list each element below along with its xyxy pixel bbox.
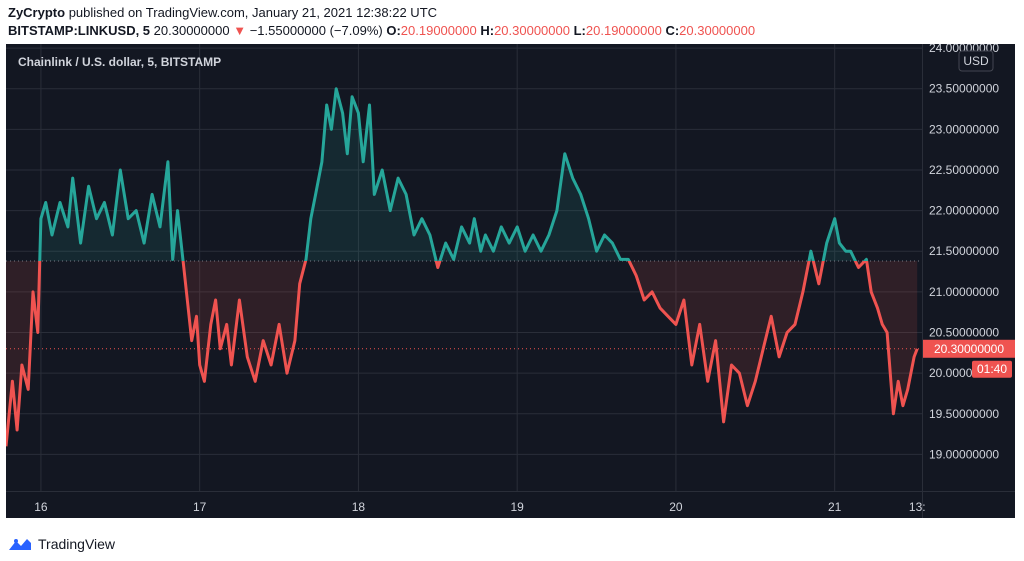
y-tick-label: 19.00000000 bbox=[929, 447, 999, 461]
area-fill-up bbox=[39, 88, 867, 261]
y-tick-label: 22.50000000 bbox=[929, 163, 999, 177]
countdown-tag-bg bbox=[972, 360, 1012, 378]
chart-panel[interactable]: 24.00000000 23.50000000 23.00000000 22.5000… bbox=[6, 44, 1015, 518]
close-label: C: bbox=[665, 23, 680, 38]
y-tick-label: 22.00000000 bbox=[929, 204, 999, 218]
open-value: 20.19000000 bbox=[400, 23, 477, 38]
price-tag: 20.30000000 bbox=[934, 342, 1004, 356]
y-tick-label: 21.00000000 bbox=[929, 285, 999, 299]
published-text: published on TradingView.com, January 21… bbox=[68, 5, 438, 20]
author-name: ZyCrypto bbox=[8, 5, 66, 20]
close-value: 20.30000000 bbox=[679, 23, 756, 38]
open-label: O: bbox=[386, 23, 401, 38]
down-arrow-icon: ▼ bbox=[233, 23, 247, 38]
price-change: −1.55000000 (−7.09%) bbox=[249, 23, 383, 38]
x-tick-label: 20 bbox=[669, 500, 683, 514]
symbol-line: BITSTAMP:LINKUSD, 5 20.30000000 ▼ −1.550… bbox=[8, 23, 755, 38]
y-tick-label: 23.50000000 bbox=[929, 82, 999, 96]
price-series-down bbox=[6, 260, 919, 447]
price-tag-bg bbox=[923, 339, 1015, 358]
currency-badge[interactable]: USD bbox=[963, 54, 989, 68]
y-tick-label: 19.50000000 bbox=[929, 407, 999, 421]
y-tick-label: 20.50000000 bbox=[929, 326, 999, 340]
low-value: 20.19000000 bbox=[585, 23, 662, 38]
chart-title: Chainlink / U.S. dollar, 5, BITSTAMP bbox=[18, 55, 221, 69]
y-tick-label: 24.00000000 bbox=[929, 44, 999, 55]
last-price: 20.30000000 bbox=[153, 23, 230, 38]
high-value: 20.30000000 bbox=[494, 23, 570, 38]
countdown-tag: 01:40 bbox=[977, 362, 1007, 376]
symbol-name: BITSTAMP:LINKUSD, 5 bbox=[8, 23, 151, 38]
area-fill-down bbox=[6, 260, 918, 447]
x-tick-label: 16 bbox=[34, 500, 48, 514]
currency-badge-bg[interactable] bbox=[958, 50, 994, 72]
x-tick-label: 21 bbox=[828, 500, 842, 514]
high-label: H: bbox=[480, 23, 495, 38]
price-chart[interactable]: 24.00000000 23.50000000 23.00000000 22.5000… bbox=[6, 44, 1015, 518]
footer: TradingView bbox=[8, 534, 115, 554]
x-tick-label: 19 bbox=[511, 500, 525, 514]
low-label: L: bbox=[573, 23, 586, 38]
y-tick-label: 21.50000000 bbox=[929, 244, 999, 258]
x-tick-label: 13: bbox=[909, 500, 926, 514]
published-line: ZyCrypto published on TradingView.com, J… bbox=[8, 5, 437, 20]
x-tick-label: 17 bbox=[193, 500, 207, 514]
footer-brand[interactable]: TradingView bbox=[38, 536, 116, 552]
x-tick-label: 18 bbox=[352, 500, 366, 514]
tradingview-logo-icon bbox=[9, 539, 31, 550]
y-tick-label: 23.00000000 bbox=[929, 122, 999, 136]
price-series-up bbox=[38, 87, 869, 261]
